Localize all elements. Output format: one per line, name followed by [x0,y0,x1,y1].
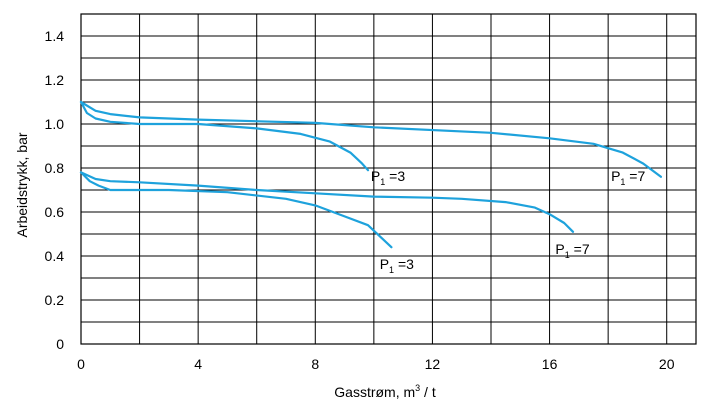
grid [80,13,697,345]
y-tick-label: 1.4 [45,28,65,44]
series-labels: P1 =3 P1 =7 P1 =3 P1 =7 [371,168,646,275]
series-label-2: P1 =7 [611,168,645,187]
series-line-3 [79,171,393,249]
y-tick-label: 0 [56,336,64,352]
series-label-4: P1 =7 [555,241,589,260]
x-tick-label: 16 [542,356,558,372]
y-tick-label: 1.0 [45,116,65,132]
series-line-1 [79,100,370,172]
x-tick-label: 4 [194,356,202,372]
y-tick-label: 0.2 [45,292,65,308]
y-axis-title: Arbeidstrykk, bar [14,132,30,237]
series-line-4 [79,171,575,233]
x-tick-label: 8 [311,356,319,372]
y-tick-label: 0.6 [45,204,65,220]
tick-labels: 0 4 8 12 16 20 0 0.2 0.4 0.6 0.8 1.0 1.2 1.4 [45,28,675,372]
series-line-2 [79,100,662,178]
series-label-1: P1 =3 [371,168,405,187]
x-tick-label: 12 [425,356,441,372]
plot-frame [80,13,697,345]
x-tick-label: 0 [77,356,85,372]
y-tick-label: 1.2 [45,72,65,88]
x-axis-title: Gasstrøm, m3 / t [334,383,436,400]
series-group [79,100,662,249]
y-tick-label: 0.4 [45,248,65,264]
y-tick-label: 0.8 [45,160,65,176]
x-tick-label: 20 [659,356,675,372]
series-label-3: P1 =3 [380,256,414,275]
